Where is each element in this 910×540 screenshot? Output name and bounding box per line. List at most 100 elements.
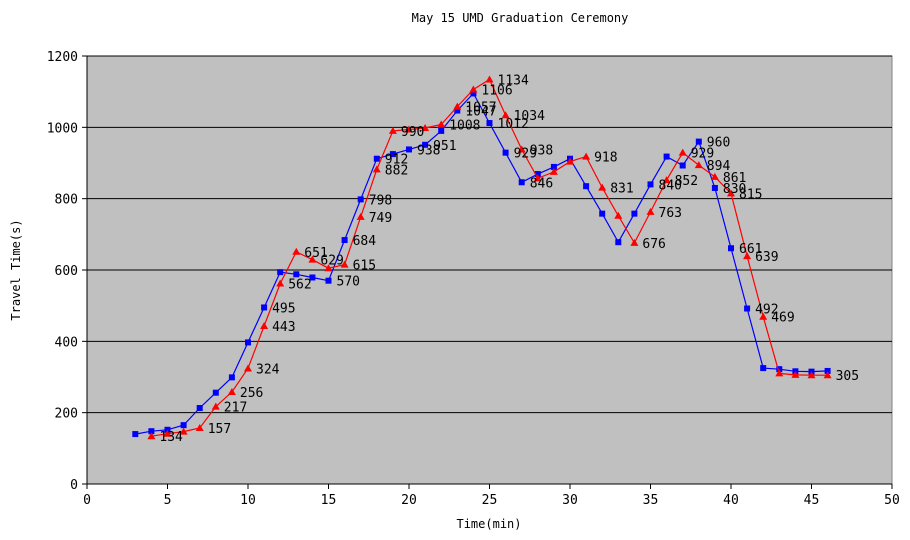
x-axis-label: Time(min) — [456, 517, 521, 531]
series-point — [356, 212, 365, 220]
series-point — [678, 148, 687, 156]
series-point — [212, 389, 219, 396]
series-point — [340, 260, 349, 268]
series-point — [485, 75, 494, 83]
series-point — [422, 141, 429, 148]
data-label: 629 — [320, 254, 343, 269]
x-tick-label: 15 — [321, 493, 337, 508]
chart-title: May 15 UMD Graduation Ceremony — [412, 11, 629, 25]
y-tick-label: 1000 — [47, 121, 78, 136]
series-point — [566, 157, 574, 165]
series-point — [260, 321, 269, 329]
series-point — [630, 238, 639, 246]
series-point — [776, 366, 783, 373]
series-point — [180, 422, 187, 429]
series-point — [454, 107, 461, 114]
series-point — [308, 255, 317, 263]
series-point — [775, 369, 784, 377]
x-tick-label: 0 — [83, 493, 91, 508]
data-label: 1034 — [514, 109, 545, 124]
data-label: 831 — [610, 182, 633, 197]
data-label: 651 — [304, 246, 327, 261]
x-tick-label: 40 — [723, 493, 739, 508]
series-point — [437, 120, 446, 128]
y-tick-label: 600 — [55, 264, 78, 279]
data-label: 562 — [288, 278, 311, 293]
x-tick-label: 30 — [562, 493, 578, 508]
data-label: 1106 — [481, 84, 512, 99]
data-label: 840 — [659, 178, 682, 193]
series-point — [405, 125, 413, 133]
data-label: 1047 — [465, 105, 496, 120]
series-point — [598, 183, 607, 191]
y-tick-label: 1200 — [47, 50, 78, 65]
data-label: 495 — [272, 301, 295, 316]
series-point — [647, 181, 654, 188]
data-label: 256 — [240, 386, 263, 401]
series-point — [244, 364, 252, 372]
series-point — [583, 183, 590, 190]
y-tick-label: 400 — [55, 335, 78, 350]
data-label: 815 — [739, 187, 762, 202]
data-label: 1057 — [465, 101, 496, 116]
data-label: 861 — [723, 171, 746, 186]
series-point — [324, 264, 333, 272]
series-point — [486, 120, 493, 127]
series-point — [357, 196, 364, 203]
series-point — [227, 387, 236, 395]
data-label: 912 — [385, 153, 408, 168]
data-label: 938 — [417, 143, 440, 158]
x-tick-label: 50 — [884, 493, 900, 508]
series-point — [550, 163, 557, 170]
series-point — [132, 431, 139, 438]
series-point — [196, 405, 203, 412]
data-label: 749 — [369, 211, 392, 226]
data-label: 951 — [433, 139, 456, 154]
series-point — [470, 90, 477, 97]
data-label: 305 — [836, 369, 859, 384]
data-label: 798 — [369, 193, 392, 208]
x-tick-label: 10 — [240, 493, 256, 508]
data-label: 990 — [401, 125, 424, 140]
data-label: 615 — [353, 259, 376, 274]
series-point — [711, 184, 718, 191]
series-point — [245, 339, 251, 346]
series-point — [599, 210, 606, 217]
series-point — [261, 304, 268, 311]
series-point — [823, 371, 832, 379]
series-point — [195, 424, 204, 432]
x-tick-label: 35 — [643, 493, 659, 508]
series-point — [743, 252, 752, 260]
series-point — [421, 124, 430, 132]
series-point — [388, 126, 397, 134]
series-point — [501, 111, 510, 119]
data-label: 676 — [642, 237, 665, 252]
series-point — [276, 279, 285, 287]
data-label: 217 — [224, 401, 247, 416]
gridlines — [87, 55, 892, 414]
series-point — [824, 367, 831, 374]
series-point — [791, 370, 800, 378]
series-point — [292, 247, 301, 255]
series-point — [469, 85, 478, 93]
series-point — [710, 172, 719, 180]
series-point — [759, 312, 768, 320]
data-label: 134 — [159, 430, 183, 445]
data-label: 570 — [337, 275, 360, 290]
series-point — [293, 271, 300, 278]
series-point — [679, 162, 686, 169]
data-label: 324 — [256, 362, 280, 377]
x-tick-label: 20 — [401, 493, 417, 508]
data-label: 918 — [594, 151, 617, 166]
y-tick-label: 0 — [70, 478, 78, 493]
series-point — [694, 161, 703, 169]
series-point — [533, 174, 542, 182]
data-label: 852 — [675, 174, 698, 189]
series-line — [135, 92, 828, 435]
series-point — [438, 127, 445, 134]
series-point — [179, 427, 188, 435]
x-tick-label: 45 — [804, 493, 820, 508]
series-point — [631, 210, 638, 217]
